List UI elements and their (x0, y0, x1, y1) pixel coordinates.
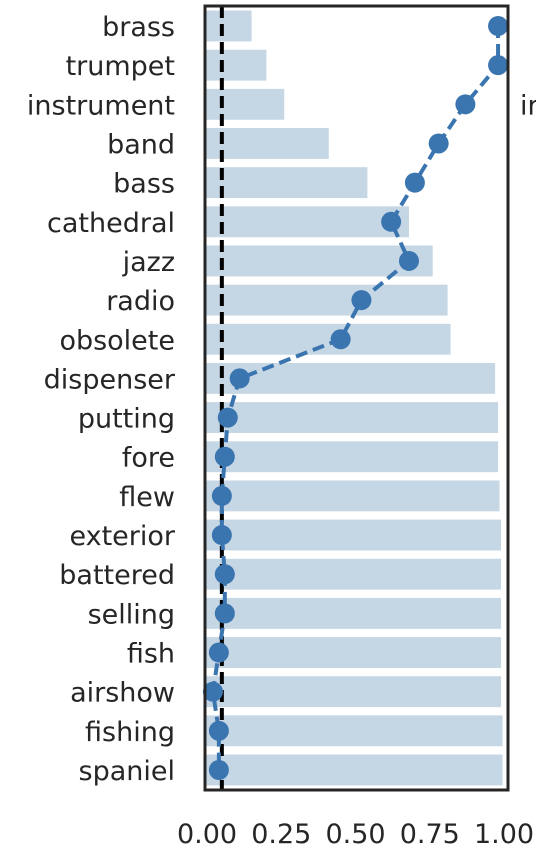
bar-trumpet (206, 49, 267, 81)
category-label: cathedral (47, 208, 175, 239)
bar-radio (206, 284, 448, 316)
category-label: flew (119, 482, 175, 513)
point-obsolete (330, 329, 351, 350)
bar-band (206, 128, 329, 159)
category-label: instrument (27, 90, 175, 121)
point-battered (214, 564, 235, 585)
category-label: airshow (70, 678, 175, 709)
point-fish (208, 642, 229, 663)
x-tick-label: 1.00 (474, 819, 534, 850)
bar-jazz (206, 245, 433, 277)
bar-selling (206, 597, 502, 629)
bar-putting (206, 402, 499, 434)
bar-exterior (206, 519, 502, 551)
plot-frame (203, 4, 510, 792)
category-label: spaniel (79, 756, 175, 787)
bar-spaniel (206, 754, 503, 786)
category-label: battered (59, 560, 175, 591)
bar-fore (206, 441, 499, 473)
point-fore (214, 446, 235, 467)
point-radio (351, 290, 372, 311)
category-label: fish (127, 639, 175, 670)
x-tick-label: 0.50 (325, 819, 385, 850)
category-label: brass (102, 12, 175, 43)
category-label: bass (113, 169, 175, 200)
category-label: selling (88, 599, 175, 630)
bar-bass (206, 167, 368, 199)
point-instrument (455, 94, 476, 115)
x-tick-label: 0.25 (251, 819, 311, 850)
bar-fishing (206, 715, 503, 747)
category-label: trumpet (66, 51, 175, 82)
category-labels: brass trumpet instrument band bass cathedral j… (27, 12, 176, 787)
point-trumpet (488, 55, 509, 76)
x-tick-label: 0.00 (177, 819, 237, 850)
clipped-side-text: in (520, 90, 536, 121)
category-label: obsolete (59, 325, 175, 356)
point-brass (488, 16, 509, 36)
point-exterior (211, 525, 232, 546)
bar-flew (206, 480, 500, 512)
x-tick-label: 0.75 (400, 819, 460, 850)
category-label: putting (78, 404, 175, 435)
bar-instrument (206, 88, 285, 120)
point-jazz (398, 250, 419, 271)
category-label: radio (106, 286, 175, 317)
x-tick-labels: 0.00 0.25 0.50 0.75 1.00 (177, 819, 534, 850)
bar-dispenser (206, 362, 496, 394)
bar-cathedral (206, 206, 409, 238)
point-airshow (202, 681, 223, 702)
point-band (428, 133, 449, 154)
point-flew (211, 485, 232, 506)
bar-fish (206, 637, 502, 668)
point-dispenser (229, 368, 250, 389)
point-fishing (208, 720, 229, 741)
bar-battered (206, 558, 502, 590)
point-spaniel (208, 760, 229, 780)
category-label: dispenser (44, 364, 176, 395)
bar-brass (206, 10, 252, 42)
point-cathedral (381, 211, 402, 232)
category-label: fishing (85, 717, 175, 748)
category-label: band (107, 129, 175, 160)
category-label: exterior (69, 521, 175, 552)
bar-airshow (206, 676, 502, 708)
bar-series (206, 10, 503, 786)
point-putting (217, 407, 238, 428)
line-series (202, 16, 509, 780)
bar-obsolete (206, 323, 451, 355)
category-label: jazz (122, 247, 175, 278)
point-selling (214, 603, 235, 624)
category-label: fore (122, 443, 175, 474)
point-bass (404, 172, 425, 193)
